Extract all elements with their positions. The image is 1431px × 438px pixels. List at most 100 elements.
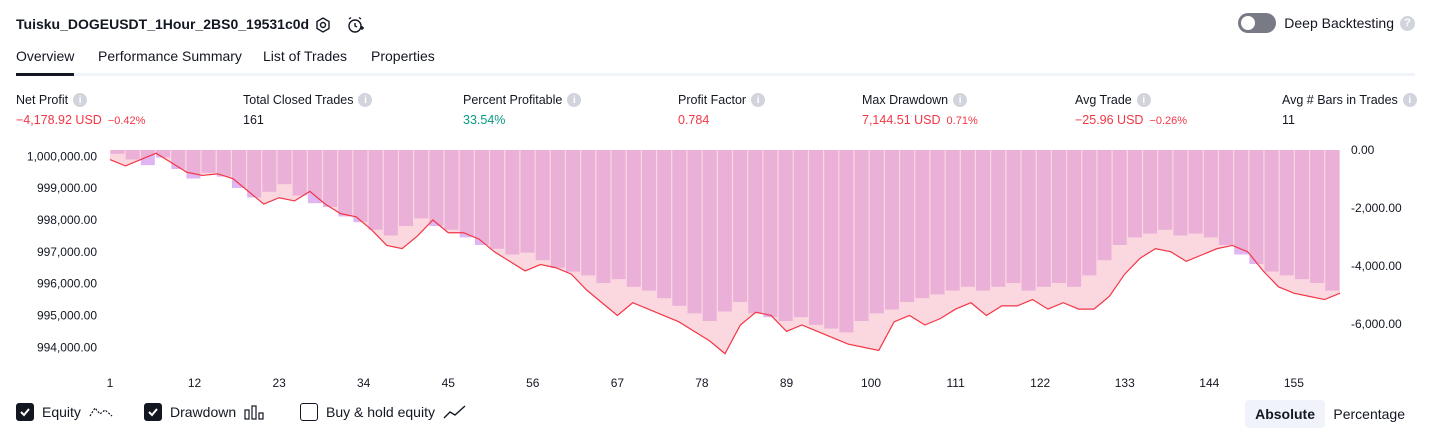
alarm-add-icon[interactable] [344, 14, 366, 36]
drawdown-bar [247, 150, 262, 198]
stat-avg-trade: Avg Trade i −25.96 USD −0.26% [1075, 93, 1187, 127]
drawdown-bar [657, 150, 672, 299]
stat-percent-profitable: Percent Profitable i 33.54% [463, 93, 582, 127]
stat-label: Max Drawdown [862, 93, 949, 107]
equity-checkbox[interactable] [16, 403, 34, 421]
drawdown-bar [976, 150, 991, 291]
legend-buy-hold[interactable]: Buy & hold equity [300, 403, 467, 421]
deep-backtesting-control: Deep Backtesting ? [1238, 13, 1415, 33]
stat-avg-bars: Avg # Bars in Trades i 11 [1282, 93, 1417, 127]
drawdown-bar [641, 150, 656, 291]
drawdown-bar [474, 150, 489, 245]
settings-icon[interactable] [312, 14, 334, 36]
x-axis-tick: 45 [442, 376, 456, 390]
x-axis-tick: 89 [780, 376, 794, 390]
legend-drawdown[interactable]: Drawdown [144, 403, 266, 421]
stat-label: Avg Trade [1075, 93, 1132, 107]
x-axis-tick: 56 [526, 376, 540, 390]
drawdown-bar [338, 150, 353, 217]
drawdown-bar [110, 150, 125, 154]
help-icon[interactable]: ? [1400, 15, 1415, 31]
buy-hold-label: Buy & hold equity [326, 404, 435, 420]
x-axis-tick: 1 [107, 376, 114, 390]
x-axis-tick: 100 [861, 376, 881, 390]
tab-overview[interactable]: Overview [16, 48, 75, 76]
drawdown-bar [459, 150, 474, 238]
drawdown-bar [702, 150, 717, 321]
right-axis: 0.00 -2,000.00 -4,000.00 -6,000.00 [1351, 143, 1402, 331]
info-icon[interactable]: i [567, 93, 582, 107]
deep-backtesting-label: Deep Backtesting [1284, 15, 1394, 31]
drawdown-bar [186, 150, 201, 179]
x-axis-tick: 144 [1199, 376, 1219, 390]
left-axis-tick: 996,000.00 [37, 277, 97, 291]
stat-value: 7,144.51 USD [862, 113, 941, 127]
drawdown-bar [383, 150, 398, 236]
x-axis-tick: 155 [1284, 376, 1304, 390]
drawdown-bar [687, 150, 702, 314]
right-axis-tick: -6,000.00 [1351, 317, 1402, 331]
drawdown-bar [490, 150, 505, 249]
drawdown-bar [1188, 150, 1203, 234]
header-bar: Tuisku_DOGEUSDT_1Hour_2BS0_19531c0d Deep… [16, 12, 1415, 38]
x-axis: 1 12 23 34 45 56 67 78 89 100 111 122 133 144 155 [107, 376, 1305, 390]
drawdown-bar [915, 150, 930, 299]
tab-performance-summary[interactable]: Performance Summary [98, 48, 242, 64]
info-icon[interactable]: i [1136, 93, 1151, 107]
percentage-button[interactable]: Percentage [1333, 406, 1405, 422]
deep-backtesting-toggle[interactable] [1238, 13, 1277, 33]
left-axis-tick: 1,000,000.00 [27, 149, 97, 163]
info-icon[interactable]: i [73, 93, 88, 107]
stat-value: 0.784 [678, 113, 710, 127]
tab-list-of-trades[interactable]: List of Trades [263, 48, 348, 64]
info-icon[interactable]: i [751, 93, 766, 107]
drawdown-bar [444, 150, 459, 230]
drawdown-bar [717, 150, 732, 312]
x-axis-tick: 133 [1115, 376, 1135, 390]
drawdown-bar [429, 150, 444, 226]
stat-value: 161 [243, 113, 264, 127]
drawdown-bar [945, 150, 960, 291]
info-icon[interactable]: i [358, 93, 373, 107]
left-axis-tick: 999,000.00 [37, 181, 97, 195]
drawdown-bars-icon [244, 405, 264, 420]
drawdown-bar [292, 150, 307, 196]
absolute-button[interactable]: Absolute [1245, 400, 1325, 428]
buy-hold-checkbox[interactable] [300, 403, 318, 421]
stats-row: Net Profit i −4,178.92 USD −0.42% Total Cl… [16, 93, 1417, 133]
strategy-title: Tuisku_DOGEUSDT_1Hour_2BS0_19531c0d [16, 16, 310, 32]
drawdown-bar [1294, 150, 1309, 280]
info-icon[interactable]: i [953, 93, 968, 107]
stat-label: Total Closed Trades [243, 93, 354, 107]
drawdown-bar [930, 150, 945, 295]
drawdown-bar [156, 150, 171, 158]
equity-line [109, 152, 1341, 355]
drawdown-bar [1143, 150, 1158, 234]
drawdown-bar [884, 150, 899, 310]
info-icon[interactable]: i [1402, 93, 1417, 107]
drawdown-bar [1112, 150, 1127, 245]
x-axis-tick: 34 [357, 376, 371, 390]
drawdown-bar [824, 150, 839, 329]
x-axis-tick: 122 [1030, 376, 1050, 390]
drawdown-bar [748, 150, 763, 314]
drawdown-bar [231, 150, 246, 188]
drawdown-bar [596, 150, 611, 283]
equity-chart[interactable]: 1,000,000.00 999,000.00 998,000.00 997,000.… [0, 140, 1431, 395]
stat-total-closed-trades: Total Closed Trades i 161 [243, 93, 373, 127]
chart-legend: Equity Drawdown Buy & hold equity Absolu… [16, 400, 1415, 428]
equity-label: Equity [42, 404, 81, 420]
drawdown-bar [307, 150, 322, 204]
drawdown-bar [793, 150, 808, 318]
legend-equity[interactable]: Equity [16, 403, 113, 421]
drawdown-bar [1279, 150, 1294, 276]
drawdown-bar [1219, 150, 1234, 245]
drawdown-checkbox[interactable] [144, 403, 162, 421]
stat-label: Avg # Bars in Trades [1282, 93, 1398, 107]
tab-properties[interactable]: Properties [371, 48, 435, 64]
drawdown-bar [1006, 150, 1021, 283]
drawdown-bar [1325, 150, 1340, 291]
stat-label: Percent Profitable [463, 93, 563, 107]
equity-area [110, 150, 1340, 354]
drawdown-bar [611, 150, 626, 280]
